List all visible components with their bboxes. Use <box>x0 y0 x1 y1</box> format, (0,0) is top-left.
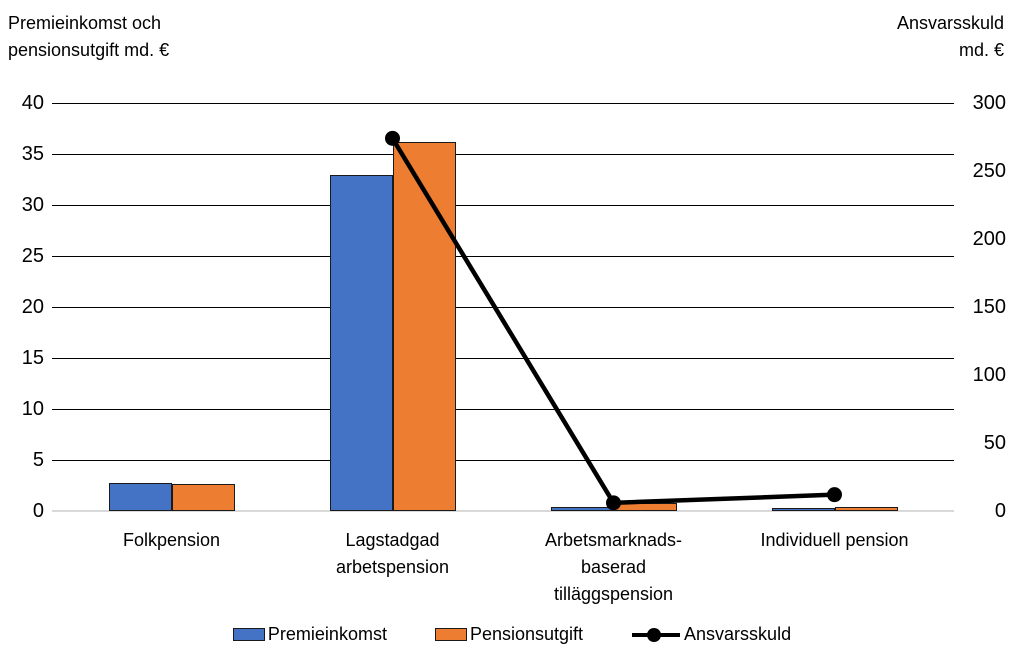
legend-line-marker-icon <box>632 627 681 642</box>
bar-pensionsutgift-4 <box>834 506 898 511</box>
right-axis-tick-label: 250 <box>972 160 1006 182</box>
right-axis-tick-label: 200 <box>972 228 1006 250</box>
category-axis-line <box>52 510 954 512</box>
left-axis-tick-label: 40 <box>21 92 44 114</box>
left-axis-title: Premieinkomst och pensionsutgift md. € <box>8 10 169 64</box>
legend-label-ansvarsskuld: Ansvarsskuld <box>684 624 792 644</box>
category-label: Folkpension <box>122 530 221 550</box>
legend-label-premieinkomst: Premieinkomst <box>267 624 387 644</box>
gridline <box>52 460 954 461</box>
bar-pensionsutgift-2 <box>392 141 456 511</box>
legend-item-premieinkomst: Premieinkomst <box>232 624 387 645</box>
gridline <box>52 103 954 104</box>
right-axis-title-line2: md. € <box>958 40 1004 60</box>
gridline <box>52 154 954 155</box>
left-axis-tick-label: 35 <box>21 143 44 165</box>
right-axis-tick-label: 100 <box>972 364 1006 386</box>
right-axis-tick-label: 150 <box>972 296 1006 318</box>
legend-swatch-premieinkomst-icon <box>232 628 265 641</box>
plot-area <box>52 103 954 512</box>
left-axis-tick-label: 20 <box>21 296 44 318</box>
left-axis-title-line1: Premieinkomst och <box>8 13 162 33</box>
bar-premieinkomst-4 <box>771 507 835 511</box>
gridline <box>52 307 954 308</box>
category-label: Lagstadgad arbetspension <box>335 530 450 577</box>
line-data-point <box>827 487 842 503</box>
left-axis-tick-label: 0 <box>32 500 44 522</box>
left-axis-tick-label: 30 <box>21 194 44 216</box>
right-axis-tick-label: 50 <box>983 432 1006 454</box>
line-data-point <box>606 495 621 511</box>
left-axis-tick-label: 5 <box>32 449 44 471</box>
right-axis-tick-label: 300 <box>972 92 1006 114</box>
left-axis-tick-label: 10 <box>21 398 44 420</box>
ansvarsskuld-line-series <box>385 130 842 511</box>
gridline <box>52 205 954 206</box>
right-axis-tick-label: 0 <box>994 500 1006 522</box>
left-axis-title-line2: pensionsutgift md. € <box>8 40 170 60</box>
left-axis-tick-label: 25 <box>21 245 44 267</box>
category-label: Arbetsmarknads- baserad tilläggspension <box>544 530 683 604</box>
legend: Premieinkomst Pensionsutgift Ansvarsskul… <box>0 624 1024 645</box>
legend-swatch-pensionsutgift-icon <box>434 628 467 641</box>
bar-premieinkomst-2 <box>329 175 393 511</box>
legend-item-pensionsutgift: Pensionsutgift <box>434 624 584 645</box>
gridline <box>52 256 954 257</box>
legend-label-pensionsutgift: Pensionsutgift <box>469 624 584 644</box>
bar-premieinkomst-1 <box>108 483 172 511</box>
left-axis-tick-label: 15 <box>21 347 44 369</box>
line-data-point <box>385 130 400 146</box>
category-label: Individuell pension <box>760 530 909 550</box>
bar-pensionsutgift-1 <box>171 484 235 511</box>
gridline <box>52 409 954 410</box>
gridline <box>52 358 954 359</box>
right-axis-title: Ansvarsskuld md. € <box>897 10 1004 64</box>
legend-item-ansvarsskuld: Ansvarsskuld <box>631 624 791 645</box>
right-axis-title-line1: Ansvarsskuld <box>896 13 1004 33</box>
